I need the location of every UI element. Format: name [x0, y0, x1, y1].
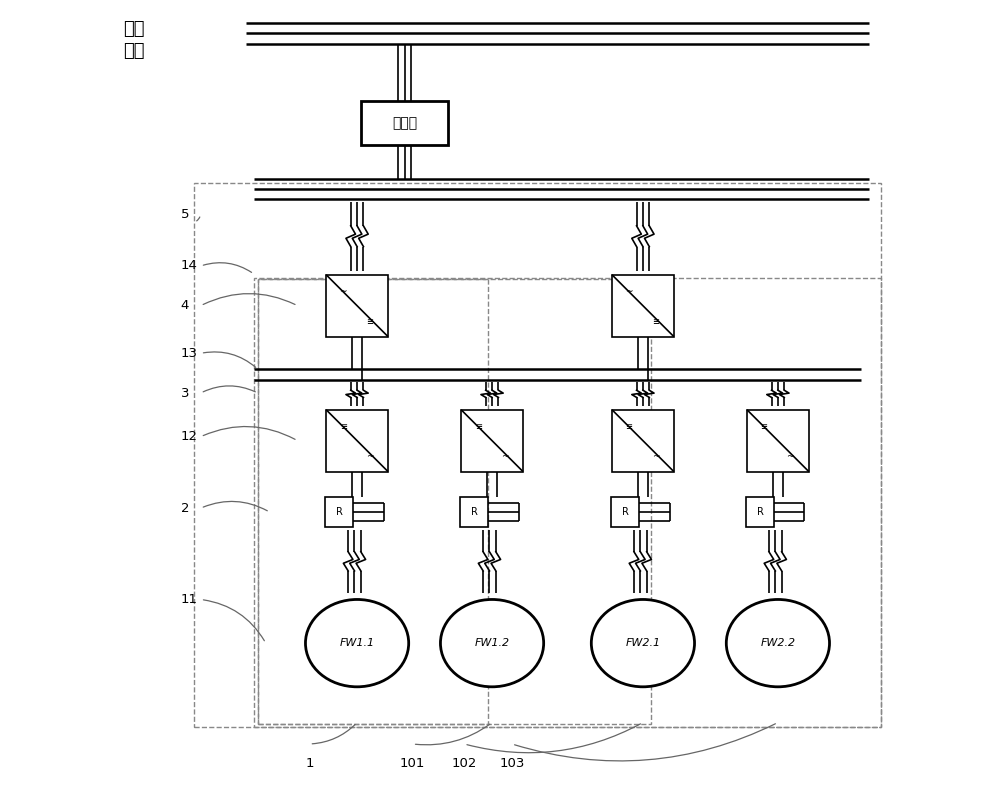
Bar	[747, 410, 809, 472]
Text: ~: ~	[339, 287, 347, 296]
Text: FW2.2: FW2.2	[760, 638, 795, 648]
Text: 1: 1	[305, 757, 314, 770]
Bar	[460, 497, 488, 527]
Bar	[611, 497, 639, 527]
Text: ~: ~	[625, 287, 633, 296]
Bar	[746, 497, 774, 527]
Text: ~: ~	[787, 452, 794, 461]
Text: R: R	[336, 507, 343, 517]
Text: 3: 3	[181, 387, 189, 399]
Text: ≡: ≡	[760, 422, 767, 431]
Text: ≡: ≡	[366, 317, 373, 326]
Text: 11: 11	[181, 593, 198, 606]
Text: FW1.1: FW1.1	[340, 638, 375, 648]
Text: 12: 12	[181, 430, 198, 443]
Text: ~: ~	[501, 452, 508, 461]
Bar	[612, 275, 674, 337]
Ellipse shape	[440, 599, 544, 687]
Text: 101: 101	[400, 757, 425, 770]
Text: FW1.2: FW1.2	[474, 638, 510, 648]
Bar	[326, 410, 388, 472]
Bar	[612, 410, 674, 472]
Bar	[325, 497, 353, 527]
Text: 102: 102	[452, 757, 477, 770]
Text: R: R	[471, 507, 478, 517]
Ellipse shape	[591, 599, 695, 687]
Ellipse shape	[305, 599, 409, 687]
Text: ≡: ≡	[652, 317, 659, 326]
Bar	[194, 183, 881, 727]
Text: ≡: ≡	[625, 422, 632, 431]
Text: FW2.1: FW2.1	[625, 638, 660, 648]
Text: 103: 103	[499, 757, 525, 770]
Bar	[361, 101, 448, 145]
Text: 开关柜: 开关柜	[392, 116, 417, 130]
Text: 4: 4	[181, 299, 189, 312]
Bar	[258, 279, 651, 724]
Bar	[461, 410, 523, 472]
Text: 5: 5	[181, 208, 189, 221]
Text: ~: ~	[652, 452, 659, 461]
Text: 交流
电网: 交流 电网	[123, 20, 144, 60]
Bar	[254, 278, 881, 727]
Text: R: R	[622, 507, 628, 517]
Bar	[326, 275, 388, 337]
Ellipse shape	[726, 599, 830, 687]
Bar	[258, 279, 488, 724]
Text: ≡: ≡	[340, 422, 347, 431]
Text: 13: 13	[181, 347, 198, 360]
Text: ≡: ≡	[475, 422, 482, 431]
Text: 14: 14	[181, 260, 198, 272]
Text: 2: 2	[181, 502, 189, 515]
Text: R: R	[757, 507, 763, 517]
Text: ~: ~	[366, 452, 373, 461]
